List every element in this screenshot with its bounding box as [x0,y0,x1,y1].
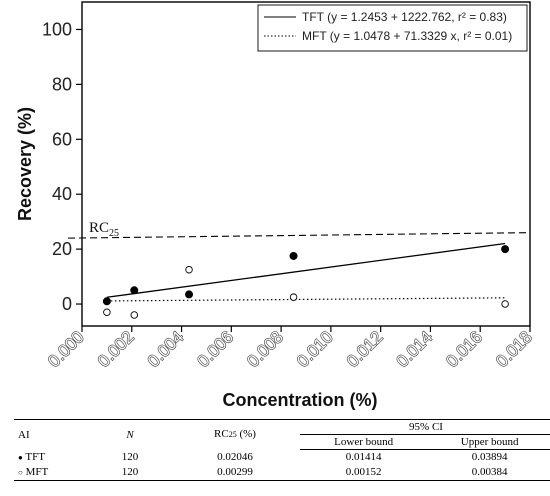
x-tick-label: 0.002 [94,327,138,371]
header-rc-main: RC [214,428,229,441]
x-tick-label: 0.008 [243,327,287,371]
row-rc25: 0.02046 [217,451,253,463]
tft-point [289,251,298,260]
y-axis-title: Recovery (%) [15,107,35,221]
x-tick-label: 0.004 [144,327,188,371]
tft-fit-line [106,242,506,298]
filled-circle-icon: ● [18,452,23,462]
row-n: 120 [121,451,139,463]
open-circle-icon: ○ [18,467,23,477]
mft-point [185,265,193,274]
row-lower: 0.00152 [300,464,428,481]
row-ai: ● TFT [14,450,90,465]
header-upper-bound: Upper bound [427,434,550,450]
legend-box [257,4,528,52]
header-lower-bound: Lower bound [300,434,428,450]
header-ai: AI [14,419,90,450]
plot-frame [81,1,531,327]
mft-point [289,293,298,301]
mft-point [103,308,111,317]
x-axis-title: Concentration (%) [223,390,378,410]
tft-point [185,290,194,299]
y-tick-label: 100 [42,19,72,39]
row-lower: 0.01414 [345,451,382,464]
ai-name: MFT [25,465,49,478]
header-rc-sub: 25 [228,430,237,440]
rc25-label: RC25 [89,220,119,239]
row-ai: ○ MFT [14,464,90,481]
legend-label: MFT (y = 1.0478 + 71.3329 x, r² = 0.01) [302,29,512,43]
legend-label: TFT (y = 1.2453 + 1222.762, r² = 0.83) [302,10,507,24]
x-tick-label: 0.010 [293,327,337,371]
y-tick-label: 80 [52,74,72,94]
x-axis-ticks: 0.000 0.002 0.004 0.006 0.008 0.010 0.012 0.014… [44,326,536,371]
y-tick-label: 0 [62,294,72,314]
rc25-label-main: RC [89,220,109,236]
x-tick-label: 0.006 [194,327,238,371]
legend: TFT (y = 1.2453 + 1222.762, r² = 0.83) MF… [257,4,528,52]
y-tick-label: 40 [52,184,72,204]
header-n: N [90,419,170,450]
mft-point [501,300,509,308]
x-tick-label: 0.012 [343,327,387,371]
x-tick-label: 0.018 [492,327,536,371]
y-axis-ticks: 0 20 40 60 80 100 [42,19,82,314]
rc25-dashed-line [67,232,531,239]
tft-point [130,286,139,295]
header-rc-unit: (%) [236,428,256,441]
fit-lines [106,242,506,302]
rc25-label-sub: 25 [109,228,119,239]
tft-point [102,297,111,306]
x-tick-label: 0.014 [393,327,437,371]
mft-fit-line [106,297,506,302]
row-n: 120 [90,464,170,481]
data-points [102,245,510,319]
x-tick-label: 0.000 [44,327,88,371]
y-tick-label: 20 [52,239,72,259]
rc25-table: AI N RC25 (%) 95% CI Lower bound Upper b… [14,419,550,481]
x-tick-label: 0.016 [443,327,487,371]
table-row: ● TFT 120 0.02046 0.01414 0.03894 [14,450,550,465]
table-row: ○ MFT 120 0.00299 0.00152 0.00384 [14,464,550,481]
y-tick-label: 60 [52,129,72,149]
row-upper: 0.00384 [427,464,550,481]
row-rc25: 0.00299 [170,464,300,481]
header-rc25: RC25 (%) [170,419,300,450]
header-ci: 95% CI [300,419,550,435]
ai-name: TFT [25,450,45,463]
mft-point [130,311,139,319]
tft-point [501,245,510,254]
row-upper: 0.03894 [471,451,508,464]
rc25-reference: RC25 [67,220,531,239]
